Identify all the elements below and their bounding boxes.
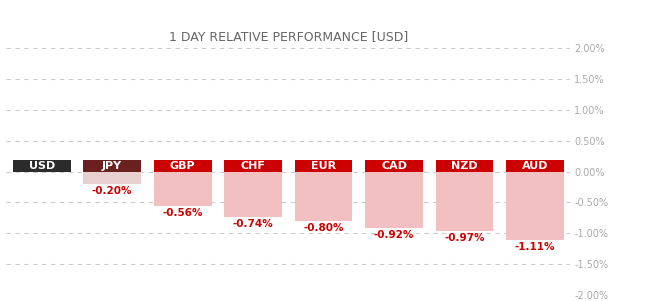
Text: -0.20%: -0.20% (92, 186, 132, 196)
Text: -0.74%: -0.74% (233, 219, 273, 229)
Title: 1 DAY RELATIVE PERFORMANCE [USD]: 1 DAY RELATIVE PERFORMANCE [USD] (168, 30, 408, 43)
Bar (506, 160, 564, 172)
Text: CHF: CHF (240, 161, 266, 171)
Bar (224, 160, 282, 172)
Bar (295, 160, 353, 172)
Text: -0.80%: -0.80% (303, 223, 344, 233)
Bar (435, 172, 493, 231)
Text: JPY: JPY (102, 161, 122, 171)
Bar (84, 160, 141, 172)
Text: AUD: AUD (522, 161, 548, 171)
Bar (506, 172, 564, 240)
Bar (365, 172, 423, 228)
Text: GBP: GBP (170, 161, 196, 171)
Text: EUR: EUR (311, 161, 336, 171)
Text: NZD: NZD (451, 161, 478, 171)
Text: USD: USD (29, 161, 55, 171)
Bar (84, 172, 141, 184)
Bar (295, 172, 353, 221)
Text: -1.11%: -1.11% (515, 242, 555, 252)
Bar (154, 160, 211, 172)
Text: -0.97%: -0.97% (445, 233, 485, 243)
Bar (224, 172, 282, 217)
Text: -0.56%: -0.56% (163, 208, 203, 218)
Bar (154, 172, 211, 206)
Bar (365, 160, 423, 172)
Text: CAD: CAD (381, 161, 407, 171)
Bar (435, 160, 493, 172)
Text: -0.92%: -0.92% (374, 230, 414, 240)
Bar (13, 160, 71, 172)
